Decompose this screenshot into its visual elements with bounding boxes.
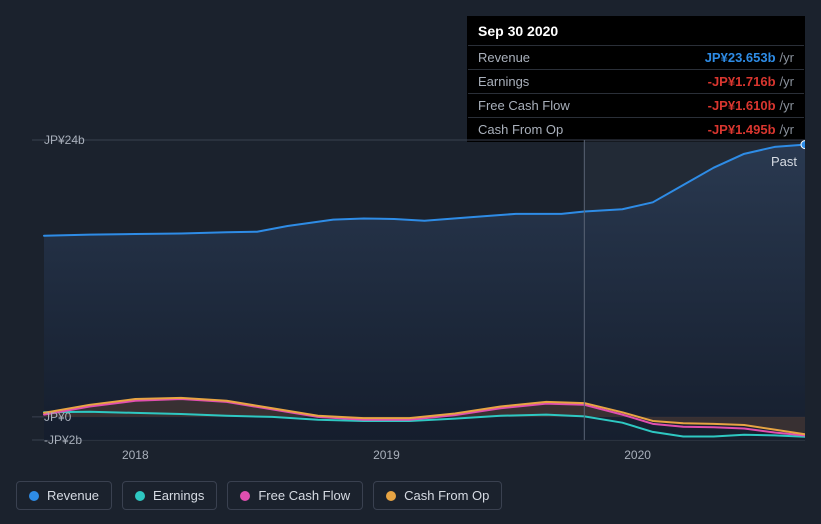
tooltip-row-label: Free Cash Flow [478,98,708,113]
x-tick-label: 2018 [122,448,149,462]
tooltip-row: Earnings-JP¥1.716b/yr [468,69,804,93]
legend-swatch [386,491,396,501]
tooltip-row-value: -JP¥1.610b [708,98,776,113]
x-tick-label: 2019 [373,448,400,462]
tooltip-row: Free Cash Flow-JP¥1.610b/yr [468,93,804,117]
legend-label: Earnings [153,488,204,503]
tooltip-row-label: Earnings [478,74,708,89]
legend-item-revenue[interactable]: Revenue [16,481,112,510]
tooltip-row-value: JP¥23.653b [705,50,776,65]
legend-swatch [29,491,39,501]
legend: Revenue Earnings Free Cash Flow Cash From O… [16,481,502,510]
legend-item-cash-from-op[interactable]: Cash From Op [373,481,502,510]
y-tick-label: -JP¥2b [44,433,86,447]
tooltip-date: Sep 30 2020 [468,17,804,45]
legend-swatch [240,491,250,501]
tooltip-row-unit: /yr [780,98,794,113]
legend-item-earnings[interactable]: Earnings [122,481,217,510]
y-tick-label: JP¥0 [44,410,86,424]
tooltip-row-label: Revenue [478,50,705,65]
y-tick-label: JP¥24b [44,133,86,147]
past-label: Past [771,154,797,169]
chart-svg [16,120,805,474]
legend-item-free-cash-flow[interactable]: Free Cash Flow [227,481,363,510]
financial-chart[interactable]: JP¥24b JP¥0 -JP¥2b 2018 2019 2020 Past [16,120,805,474]
legend-label: Revenue [47,488,99,503]
tooltip-row-unit: /yr [780,50,794,65]
x-tick-label: 2020 [624,448,651,462]
legend-swatch [135,491,145,501]
tooltip-row-unit: /yr [780,74,794,89]
legend-label: Cash From Op [404,488,489,503]
tooltip-row: RevenueJP¥23.653b/yr [468,45,804,69]
tooltip-row-value: -JP¥1.716b [708,74,776,89]
legend-label: Free Cash Flow [258,488,350,503]
